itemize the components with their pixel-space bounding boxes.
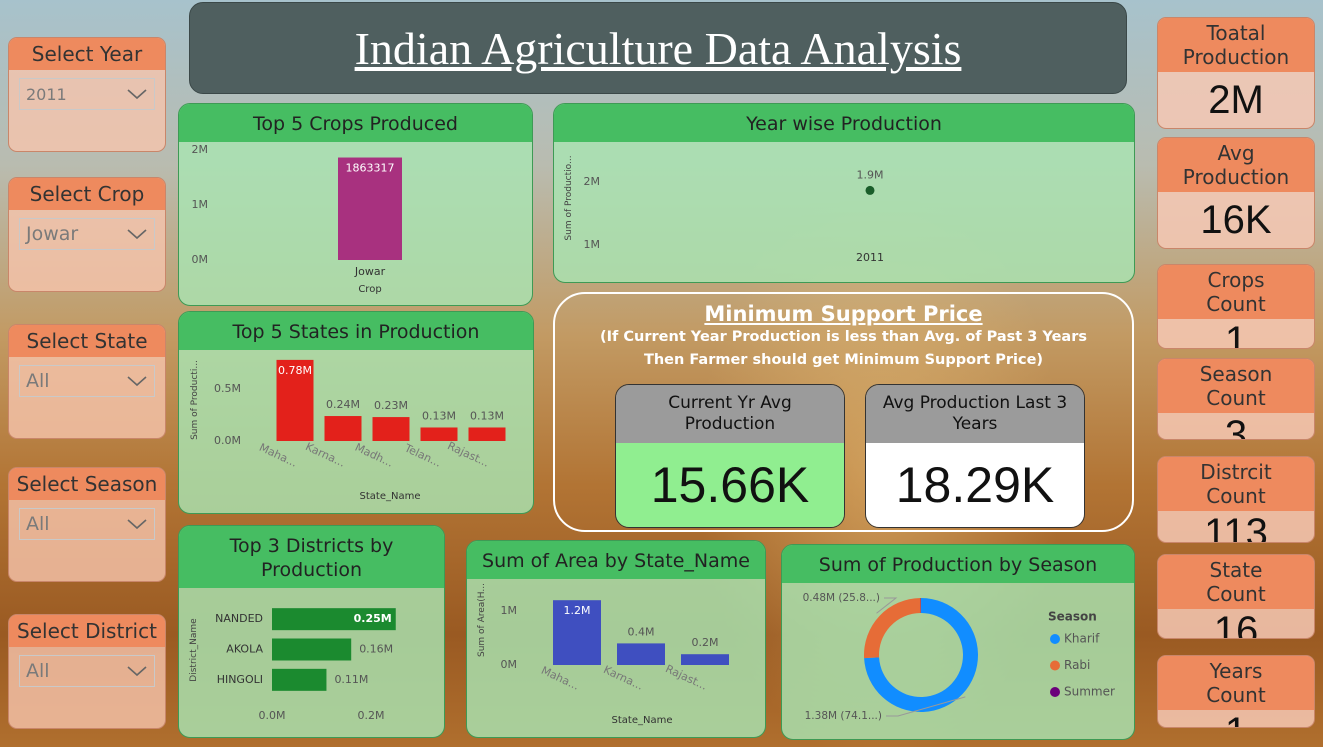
- msp-card: Avg Production Last 3 Years 18.29K: [865, 384, 1085, 528]
- chevron: [127, 519, 147, 530]
- msp-card-label: Avg Production Last 3 Years: [866, 385, 1084, 443]
- chart-panel: Sum of Production by Season: [781, 544, 1135, 740]
- chevron: [127, 229, 147, 240]
- chevron: [127, 666, 147, 677]
- msp-note: Then Farmer should get Minimum Support P…: [643, 352, 1044, 368]
- kpi-label: Season Count: [1158, 359, 1314, 413]
- msp-note: (If Current Year Production is less than…: [600, 329, 1087, 345]
- msp-card-label: Current Yr Avg Production: [616, 385, 844, 443]
- chart-title: Sum of Production by Season: [782, 545, 1134, 583]
- kpi-value: 16K: [1200, 197, 1272, 242]
- slicer-dropdown[interactable]: All: [19, 365, 155, 397]
- chart-panel: Sum of Area by State_Name: [466, 540, 766, 738]
- kpi-label: Toatal Production: [1158, 18, 1314, 72]
- chevron-icon: [127, 666, 147, 677]
- kpi-label: Years Count: [1158, 656, 1314, 710]
- slicer-label: Select State: [9, 325, 165, 357]
- kpi-value: 113: [1204, 511, 1268, 543]
- slicer-label: Select Season: [9, 468, 165, 500]
- kpi-card: State Count 16: [1157, 554, 1315, 639]
- kpi-label: Distrcit Count: [1158, 457, 1314, 511]
- kpi-label: Crops Count: [1158, 265, 1314, 319]
- chart-title: Sum of Area by State_Name: [467, 541, 765, 579]
- kpi-card: Distrcit Count 113: [1157, 456, 1315, 543]
- kpi-label: State Count: [1158, 555, 1314, 609]
- kpi-card: Crops Count 1: [1157, 264, 1315, 349]
- slicer-label: Select Year: [9, 38, 165, 70]
- msp-card-value: 15.66K: [616, 443, 844, 527]
- chart-title: Year wise Production: [554, 104, 1134, 142]
- slicer: Select District All: [8, 614, 166, 729]
- msp-card-value: 18.29K: [866, 443, 1084, 527]
- chart-title: Top 3 Districts by Production: [179, 526, 444, 588]
- chevron-icon: [127, 229, 147, 240]
- kpi-value: 1: [1224, 319, 1248, 349]
- slicer: Select State All: [8, 324, 166, 439]
- slicer-dropdown[interactable]: All: [19, 508, 155, 540]
- msp-title: Minimum Support Price: [704, 302, 983, 326]
- msp-panel: Minimum Support Price (If Current Year P…: [553, 292, 1134, 532]
- slicer-label: Select Crop: [9, 178, 165, 210]
- slicer-value: All: [26, 370, 50, 392]
- chart-panel: Top 5 States in Production: [178, 311, 534, 514]
- slicer-dropdown[interactable]: All: [19, 655, 155, 687]
- chevron-icon: [127, 89, 147, 100]
- chart-panel: Year wise Production: [553, 103, 1135, 283]
- kpi-value: 3: [1224, 413, 1248, 440]
- slicer: Select Season All: [8, 467, 166, 582]
- slicer-value: All: [26, 660, 50, 682]
- slicer: Select Year 2011: [8, 37, 166, 152]
- slicer-value: Jowar: [26, 223, 79, 245]
- chart-title: Top 5 States in Production: [179, 312, 533, 350]
- dashboard-title: Indian Agriculture Data Analysis: [189, 2, 1127, 94]
- chart-title: Top 5 Crops Produced: [179, 104, 532, 142]
- kpi-value: 2M: [1208, 77, 1264, 122]
- chevron-icon: [127, 519, 147, 530]
- slicer-dropdown[interactable]: Jowar: [19, 218, 155, 250]
- chart-panel: Top 3 Districts by Production: [178, 525, 445, 738]
- chevron-icon: [127, 376, 147, 387]
- kpi-label: Avg Production: [1158, 138, 1314, 192]
- slicer: Select Crop Jowar: [8, 177, 166, 292]
- slicer-label: Select District: [9, 615, 165, 647]
- slicer-value: All: [26, 513, 50, 535]
- chevron: [127, 89, 147, 100]
- kpi-value: 16: [1213, 609, 1259, 639]
- kpi-card: Avg Production 16K: [1157, 137, 1315, 249]
- msp-card: Current Yr Avg Production 15.66K: [615, 384, 845, 528]
- kpi-card: Toatal Production 2M: [1157, 17, 1315, 129]
- kpi-card: Season Count 3: [1157, 358, 1315, 440]
- chevron: [127, 376, 147, 387]
- slicer-dropdown[interactable]: 2011: [19, 78, 155, 110]
- chart-panel: Top 5 Crops Produced: [178, 103, 533, 306]
- slicer-value: 2011: [26, 84, 67, 104]
- kpi-value: 1: [1158, 710, 1314, 727]
